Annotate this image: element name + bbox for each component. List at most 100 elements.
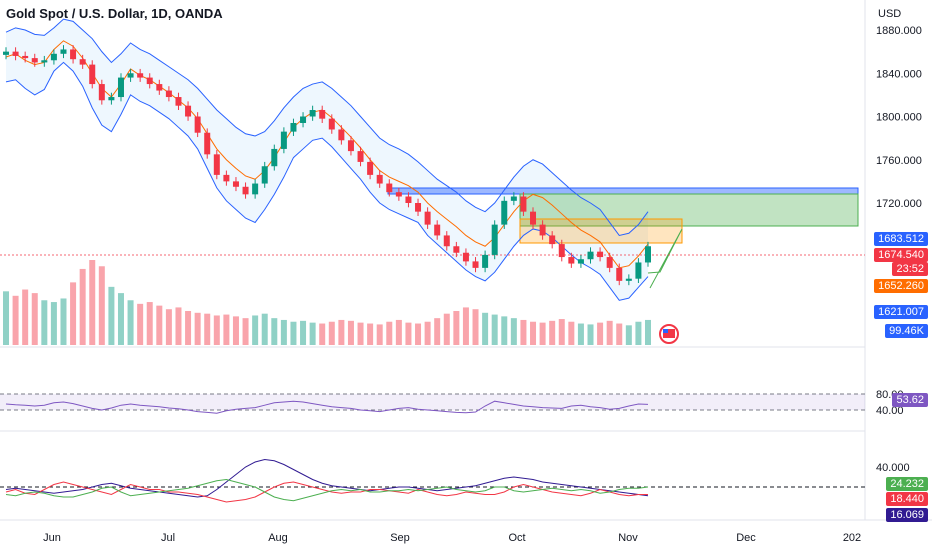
- volume-bar: [577, 323, 584, 345]
- candle-body: [309, 110, 316, 117]
- price-tag-lower: 1621.007: [874, 305, 928, 319]
- dmi-tag-navy: 16.069: [886, 508, 928, 522]
- volume-bar: [568, 321, 575, 345]
- candles: [3, 45, 651, 286]
- flag-icon: [663, 329, 675, 338]
- price-tick-label: 1840.000: [876, 68, 922, 80]
- volume-bar: [415, 323, 422, 345]
- volume-bar: [280, 319, 287, 345]
- dmi-tick-label: 40.000: [876, 462, 910, 474]
- candle-body: [280, 131, 287, 149]
- volume-bar: [261, 313, 268, 345]
- candle-body: [117, 77, 124, 98]
- volume-bar: [645, 319, 651, 345]
- candle-body: [606, 257, 613, 268]
- candle-body: [530, 211, 537, 225]
- volume-bar: [50, 302, 57, 345]
- candle-body: [635, 262, 642, 279]
- volume-bar: [549, 320, 556, 345]
- candle-body: [232, 181, 239, 187]
- volume-bar: [127, 300, 134, 345]
- volume-bar: [472, 309, 479, 345]
- volume-bar: [194, 312, 201, 345]
- candle-body: [223, 174, 230, 182]
- rsi-tick-label: 40.00: [876, 405, 904, 417]
- volume-bar: [300, 320, 307, 345]
- volume-bar: [108, 286, 115, 345]
- volume-tag: 99.46K: [885, 324, 928, 338]
- candle-body: [357, 151, 364, 162]
- volume-bar: [146, 302, 153, 345]
- volume-bar: [453, 311, 460, 345]
- volume-bar: [165, 309, 172, 345]
- candle-body: [127, 73, 134, 78]
- volume-bar: [60, 298, 67, 345]
- time-tick-label: Dec: [736, 532, 756, 544]
- volume-bar: [520, 319, 527, 345]
- volume-bar: [616, 323, 623, 345]
- volume-bar: [3, 291, 9, 345]
- price-axis-ticks: 1880.000 1840.000 1800.000 1760.000 1720.000: [876, 25, 922, 210]
- candle-body: [175, 97, 182, 106]
- bollinger-band-fill: [6, 19, 648, 301]
- candle-body: [300, 116, 307, 123]
- volume-bar: [137, 303, 144, 345]
- di-minus-line: [5, 481, 648, 503]
- time-tick-label: Jul: [161, 532, 175, 544]
- candle-body: [156, 84, 163, 91]
- candle-body: [520, 196, 527, 212]
- volume-bar: [41, 300, 48, 345]
- volume-bar: [156, 305, 163, 345]
- candle-body: [367, 161, 374, 175]
- volume-bar: [175, 307, 182, 345]
- candle-body: [568, 257, 575, 264]
- time-tick-label: Jun: [43, 532, 61, 544]
- volume-bar: [405, 322, 412, 345]
- last-price-tag: 1674.540: [874, 248, 928, 262]
- candle-body: [146, 77, 153, 85]
- candle-body: [558, 244, 565, 258]
- candle-body: [261, 166, 268, 184]
- candle-body: [577, 259, 584, 264]
- candle-body: [213, 154, 220, 175]
- candle-body: [252, 183, 259, 195]
- volume-bar: [434, 318, 441, 345]
- candle-body: [89, 64, 96, 85]
- volume-bar: [357, 322, 364, 345]
- volume-bar: [309, 322, 316, 345]
- price-tick-label: 1760.000: [876, 155, 922, 167]
- time-tick-label: 202: [843, 532, 861, 544]
- candle-body: [3, 51, 9, 55]
- candle-body: [587, 251, 594, 260]
- candle-body: [12, 51, 19, 56]
- candle-body: [491, 224, 498, 255]
- candle-body: [645, 246, 651, 263]
- candle-body: [501, 200, 508, 225]
- volume-bars: [3, 260, 651, 345]
- candle-body: [616, 267, 623, 281]
- volume-bar: [424, 321, 431, 345]
- rsi-series: [5, 400, 649, 414]
- volume-bar: [376, 324, 383, 345]
- zone-orange: [519, 218, 683, 244]
- volume-bar: [185, 311, 192, 345]
- volume-bar: [587, 324, 594, 345]
- volume-bar: [491, 314, 498, 345]
- volume-bar: [79, 268, 86, 345]
- volume-bar: [252, 315, 259, 345]
- candle-body: [194, 116, 201, 133]
- volume-bar: [290, 321, 297, 345]
- candle-body: [165, 90, 172, 98]
- di-plus-line: [5, 478, 649, 502]
- zones: [0, 187, 865, 289]
- currency-label: USD: [878, 8, 901, 20]
- dmi-axis-ticks: 40.000: [876, 462, 910, 474]
- candle-body: [41, 60, 48, 63]
- candle-body: [50, 53, 57, 61]
- countdown-tag: 23:52: [892, 262, 928, 276]
- time-tick-label: Aug: [268, 532, 288, 544]
- volume-bar: [31, 293, 38, 345]
- time-axis-ticks: Jun Jul Aug Sep Oct Nov Dec 202: [43, 532, 861, 544]
- candle-body: [386, 183, 393, 193]
